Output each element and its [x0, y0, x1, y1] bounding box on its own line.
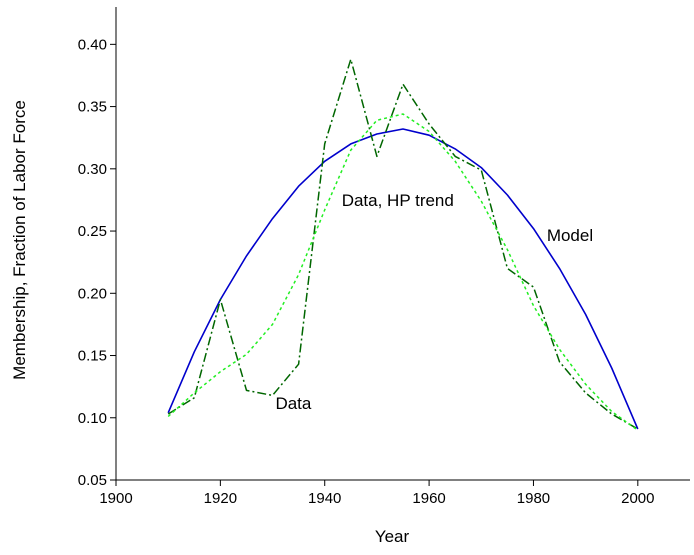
y-tick-label: 0.30: [78, 161, 107, 178]
series-layer: [167, 58, 639, 431]
x-tick-label: 2000: [621, 490, 654, 507]
y-tick-label: 0.05: [78, 472, 107, 489]
x-tick-label: 1960: [412, 490, 445, 507]
x-axis-title: Year: [375, 527, 410, 546]
annotation-label: Data, HP trend: [342, 191, 454, 210]
series-line-data-hp-trend: [167, 113, 639, 431]
series-line-model: [167, 128, 639, 430]
y-tick-label: 0.25: [78, 223, 107, 240]
series-line-data: [167, 58, 639, 430]
annotation-label: Data: [275, 394, 311, 413]
annotation-label: Model: [547, 226, 593, 245]
x-tick-label: 1940: [308, 490, 341, 507]
y-tick-label: 0.15: [78, 348, 107, 365]
y-tick-label: 0.20: [78, 285, 107, 302]
plot-area: 0.05 0.10 0.15 0.20 0.25 0.30 0.35 0.40 1900 192…: [78, 7, 690, 507]
y-tick-label: 0.40: [78, 36, 107, 53]
y-axis-ticks: 0.05 0.10 0.15 0.20 0.25 0.30 0.35 0.40: [78, 36, 116, 489]
annotations: Model Data, HP trend Data: [275, 191, 593, 413]
y-tick-label: 0.10: [78, 410, 107, 427]
x-tick-label: 1980: [517, 490, 550, 507]
y-tick-label: 0.35: [78, 99, 107, 116]
y-axis-title: Membership, Fraction of Labor Force: [10, 100, 29, 380]
x-tick-label: 1900: [99, 490, 132, 507]
x-tick-label: 1920: [204, 490, 237, 507]
x-axis-ticks: 1900 1920 1940 1960 1980 2000: [99, 480, 655, 507]
